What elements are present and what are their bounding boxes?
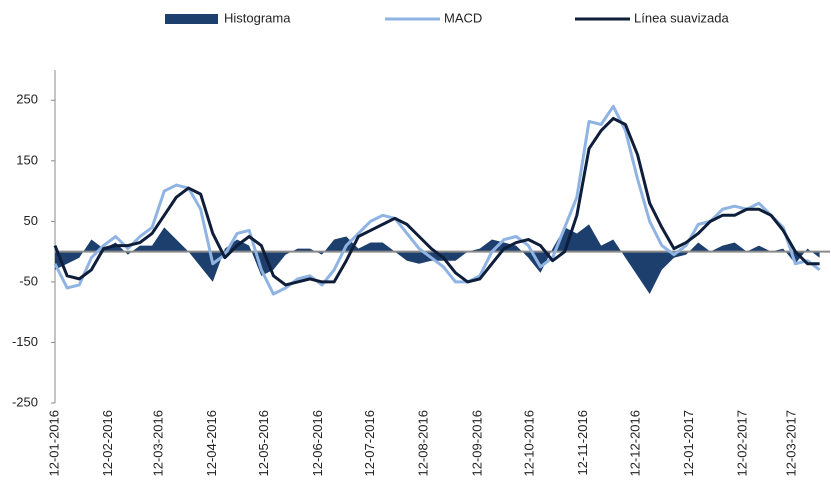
legend-label: MACD [444,10,482,25]
y-tick-label: 250 [16,92,38,107]
x-tick-label: 12-04-2016 [204,410,219,477]
y-tick-label: 150 [16,152,38,167]
x-tick-label: 12-01-2016 [46,410,61,477]
x-tick-label: 12-07-2016 [362,410,377,477]
series-line [53,104,821,296]
legend-label: Línea suavizada [634,10,729,25]
x-tick-label: 12-02-2017 [735,410,750,477]
x-tick-label: 12-06-2016 [310,410,325,477]
y-tick-label: -50 [19,273,38,288]
x-tick-label: 12-09-2016 [469,410,484,477]
y-tick-label: -150 [12,334,38,349]
x-tick-label: 12-10-2016 [521,410,536,477]
x-tick-label: 12-11-2016 [575,410,590,476]
y-tick-label: -250 [12,394,38,409]
x-tick-label: 12-02-2016 [100,410,115,477]
y-tick-label: 50 [24,213,38,228]
legend-swatch [165,14,218,24]
x-tick-label: 12-03-2016 [150,410,165,477]
legend-label: Histograma [224,10,291,25]
x-tick-label: 12-05-2016 [256,410,271,477]
x-tick-label: 12-12-2016 [627,410,642,477]
x-tick-label: 12-03-2017 [783,410,798,477]
x-tick-label: 12-01-2017 [681,410,696,477]
x-tick-label: 12-08-2016 [416,410,431,477]
histogram-area [55,224,820,295]
series-line [53,116,820,287]
